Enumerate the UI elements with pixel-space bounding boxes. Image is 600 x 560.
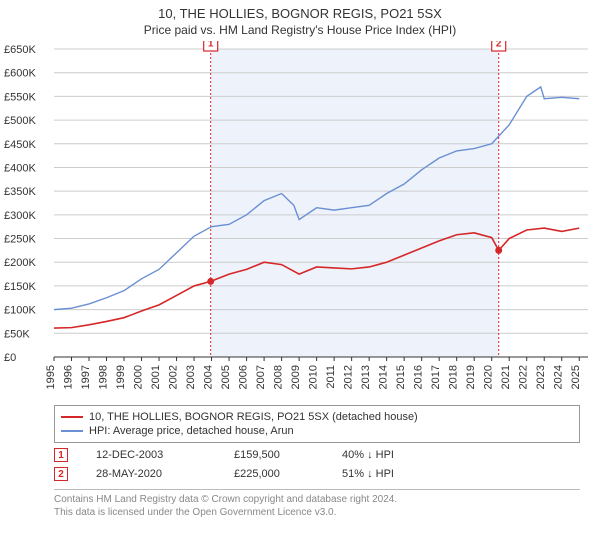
license-line-2: This data is licensed under the Open Gov… <box>54 507 580 520</box>
sale-date: 28-MAY-2020 <box>96 468 206 480</box>
sale-row: 1 12-DEC-2003 £159,500 40% ↓ HPI <box>54 447 580 466</box>
svg-text:£250K: £250K <box>4 234 36 246</box>
svg-text:2002: 2002 <box>168 365 180 389</box>
svg-text:2010: 2010 <box>308 365 320 389</box>
svg-text:2019: 2019 <box>465 365 477 389</box>
chart-subtitle: Price paid vs. HM Land Registry's House … <box>0 21 600 41</box>
chart-container: 10, THE HOLLIES, BOGNOR REGIS, PO21 5SX … <box>0 0 600 560</box>
svg-text:£600K: £600K <box>4 68 36 80</box>
svg-text:£450K: £450K <box>4 139 36 151</box>
chart-title: 10, THE HOLLIES, BOGNOR REGIS, PO21 5SX <box>0 0 600 21</box>
svg-text:1998: 1998 <box>98 365 110 389</box>
svg-text:2013: 2013 <box>360 365 372 389</box>
legend-item: HPI: Average price, detached house, Arun <box>61 424 573 438</box>
sale-price: £225,000 <box>234 468 314 480</box>
svg-text:£150K: £150K <box>4 281 36 293</box>
svg-text:2015: 2015 <box>395 365 407 389</box>
legend: 10, THE HOLLIES, BOGNOR REGIS, PO21 5SX … <box>54 405 580 443</box>
svg-text:£50K: £50K <box>4 328 30 340</box>
sale-price: £159,500 <box>234 449 314 461</box>
license-line-1: Contains HM Land Registry data © Crown c… <box>54 494 580 507</box>
svg-text:2006: 2006 <box>238 365 250 389</box>
svg-text:1: 1 <box>208 41 214 50</box>
svg-text:2009: 2009 <box>290 365 302 389</box>
sale-marker-box: 2 <box>54 467 68 481</box>
svg-text:2004: 2004 <box>203 365 215 389</box>
legend-label: 10, THE HOLLIES, BOGNOR REGIS, PO21 5SX … <box>89 411 418 423</box>
svg-text:2014: 2014 <box>378 365 390 389</box>
legend-item: 10, THE HOLLIES, BOGNOR REGIS, PO21 5SX … <box>61 410 573 424</box>
license-text: Contains HM Land Registry data © Crown c… <box>54 494 580 519</box>
sale-marker-box: 1 <box>54 448 68 462</box>
svg-text:2012: 2012 <box>343 365 355 389</box>
svg-text:1995: 1995 <box>45 365 57 389</box>
sale-row: 2 28-MAY-2020 £225,000 51% ↓ HPI <box>54 466 580 485</box>
svg-text:2008: 2008 <box>273 365 285 389</box>
svg-text:£100K: £100K <box>4 305 36 317</box>
svg-text:2021: 2021 <box>500 365 512 389</box>
svg-text:2001: 2001 <box>150 365 162 389</box>
svg-text:£350K: £350K <box>4 186 36 198</box>
svg-text:2025: 2025 <box>570 365 582 389</box>
svg-text:2005: 2005 <box>220 365 232 389</box>
sales-table: 1 12-DEC-2003 £159,500 40% ↓ HPI 2 28-MA… <box>54 447 580 485</box>
separator <box>54 489 580 490</box>
chart-svg: £0 £50K £100K £150K £200K £250K £300K £350K £400… <box>0 41 600 401</box>
sale-date: 12-DEC-2003 <box>96 449 206 461</box>
svg-text:1999: 1999 <box>115 365 127 389</box>
svg-text:£0: £0 <box>4 352 16 364</box>
svg-text:2024: 2024 <box>553 365 565 389</box>
legend-swatch <box>61 430 83 432</box>
chart-plot-area: £0 £50K £100K £150K £200K £250K £300K £350K £400… <box>0 41 600 401</box>
svg-text:2020: 2020 <box>483 365 495 389</box>
svg-text:2016: 2016 <box>413 365 425 389</box>
sale-diff: 51% ↓ HPI <box>342 468 442 480</box>
svg-text:£550K: £550K <box>4 91 36 103</box>
svg-text:2: 2 <box>496 41 502 50</box>
svg-text:2011: 2011 <box>325 365 337 389</box>
svg-text:2018: 2018 <box>448 365 460 389</box>
svg-text:£300K: £300K <box>4 210 36 222</box>
svg-text:2023: 2023 <box>535 365 547 389</box>
svg-text:£200K: £200K <box>4 257 36 269</box>
svg-text:1997: 1997 <box>80 365 92 389</box>
svg-text:2007: 2007 <box>255 365 267 389</box>
sale-diff: 40% ↓ HPI <box>342 449 442 461</box>
svg-text:£500K: £500K <box>4 115 36 127</box>
svg-text:2017: 2017 <box>430 365 442 389</box>
svg-text:2003: 2003 <box>185 365 197 389</box>
svg-text:£650K: £650K <box>4 44 36 56</box>
svg-text:2000: 2000 <box>133 365 145 389</box>
svg-text:1996: 1996 <box>63 365 75 389</box>
svg-text:2022: 2022 <box>518 365 530 389</box>
legend-label: HPI: Average price, detached house, Arun <box>89 425 294 437</box>
svg-text:£400K: £400K <box>4 162 36 174</box>
legend-swatch <box>61 416 83 418</box>
